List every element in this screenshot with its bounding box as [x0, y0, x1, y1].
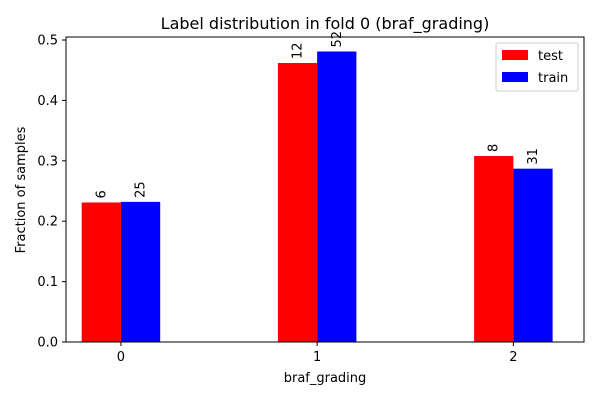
bar-label-test-0: 6 [94, 190, 109, 198]
x-axis-ticks: 0 1 2 [117, 342, 518, 365]
bar-labels-group: 6 12 8 25 52 31 [94, 31, 541, 199]
bar-test-2 [474, 155, 514, 342]
bar-test-1 [277, 62, 318, 342]
legend-swatch-train [502, 72, 528, 82]
legend-swatch-test [502, 50, 528, 60]
legend: test train [495, 42, 579, 92]
bar-test-0 [81, 202, 121, 342]
y-axis-ticks: 0.0 0.1 0.2 0.3 0.4 0.5 [37, 34, 66, 351]
bar-train-2 [513, 168, 553, 342]
y-tick-label: 0.4 [37, 94, 58, 109]
y-tick-label: 0.5 [37, 34, 58, 49]
plot-frame [65, 36, 585, 343]
x-tick-label: 0 [117, 350, 125, 365]
x-tick-label: 1 [313, 350, 321, 365]
bar-label-train-2: 31 [526, 148, 541, 165]
x-tick-label: 2 [509, 350, 517, 365]
bars-group [81, 51, 553, 342]
legend-label-train: train [538, 71, 568, 86]
y-axis-label: Fraction of samples [14, 126, 29, 253]
bar-label-test-2: 8 [487, 144, 502, 152]
y-tick-label: 0.3 [37, 154, 58, 169]
y-tick-label: 0.2 [37, 215, 58, 230]
x-axis-label: braf_grading [284, 371, 367, 386]
y-tick-label: 0.0 [37, 336, 58, 351]
bar-train-1 [317, 51, 357, 342]
bar-train-0 [120, 201, 161, 342]
y-tick-label: 0.1 [37, 275, 58, 290]
bar-label-test-1: 12 [291, 42, 306, 59]
legend-label-test: test [538, 49, 563, 64]
bar-label-train-0: 25 [134, 181, 149, 198]
chart-title: Label distribution in fold 0 (braf_gradi… [161, 14, 490, 34]
bar-label-train-1: 52 [330, 31, 345, 48]
